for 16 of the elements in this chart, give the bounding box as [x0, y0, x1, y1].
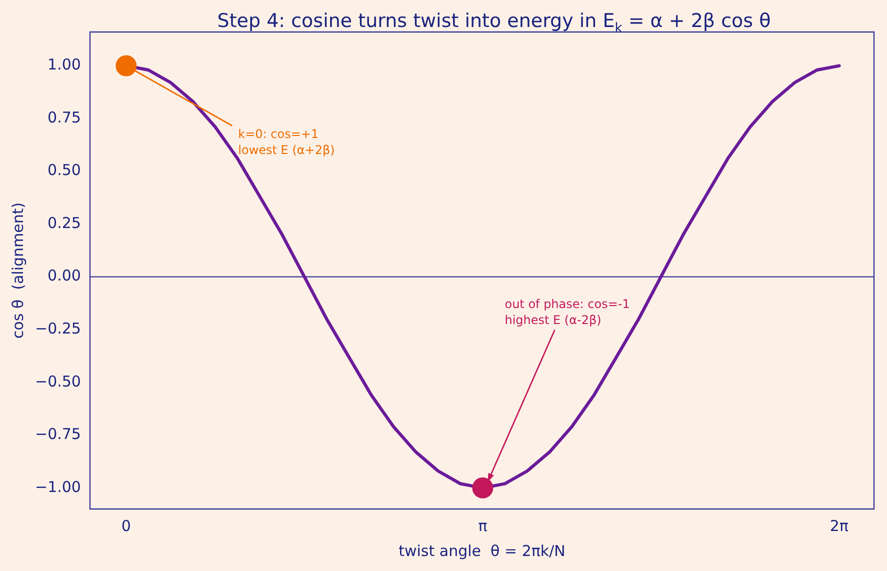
y-tick-label: −0.75	[35, 425, 81, 444]
y-tick-label: −1.00	[35, 478, 81, 496]
y-tick-label: 1.00	[48, 56, 81, 74]
annotation: out of phase: cos=-1 highest E (α-2β)	[504, 296, 630, 327]
x-axis-title: twist angle θ = 2πk/N	[398, 542, 566, 560]
y-tick-label: 0.50	[48, 161, 81, 180]
x-tick-label: 0	[121, 516, 131, 535]
x-tick-label: 2π	[830, 516, 848, 535]
y-tick-label: 0.00	[48, 266, 81, 285]
y-tick-label: 0.75	[48, 108, 81, 126]
y-axis-title: cos θ (alignment)	[8, 202, 27, 339]
y-tick-label: 0.25	[48, 214, 81, 232]
y-tick-label: −0.50	[35, 372, 81, 390]
annotation: k=0: cos=+1 lowest E (α+2β)	[238, 126, 335, 157]
y-tick-label: −0.25	[35, 319, 81, 338]
x-tick-label: π	[478, 516, 488, 535]
